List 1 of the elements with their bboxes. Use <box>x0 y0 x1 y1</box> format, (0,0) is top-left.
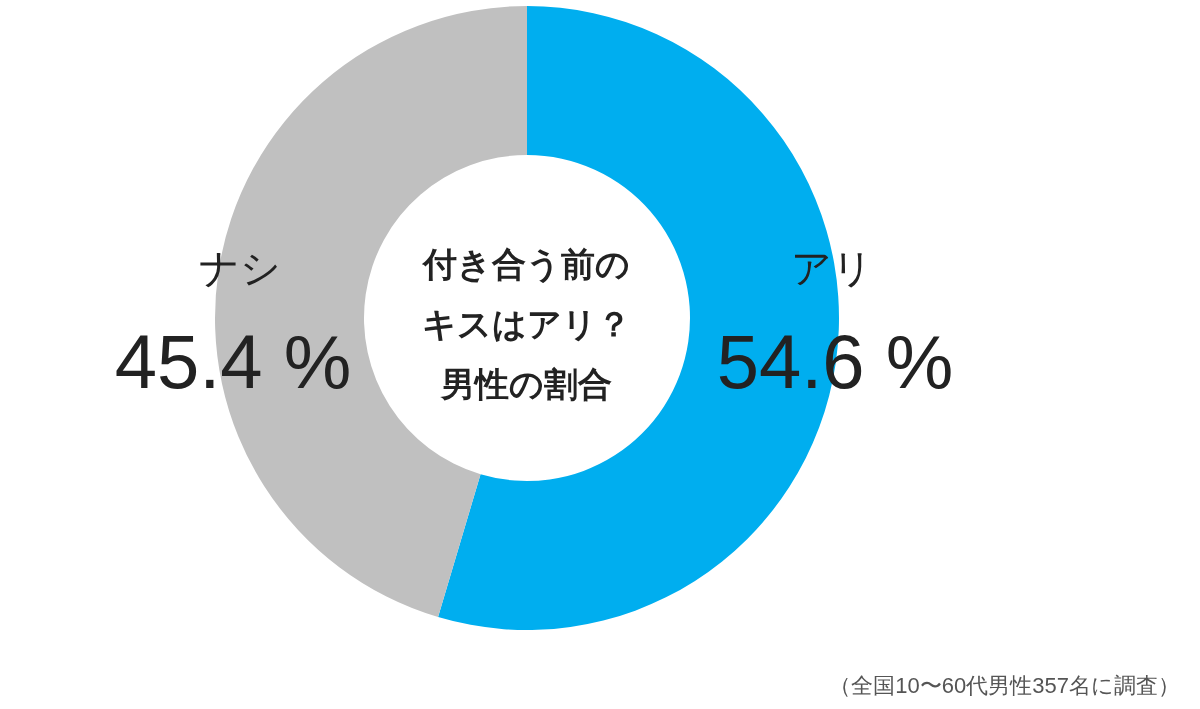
title: 付き合う前のキスはアリ？男性の割合 <box>421 244 633 405</box>
